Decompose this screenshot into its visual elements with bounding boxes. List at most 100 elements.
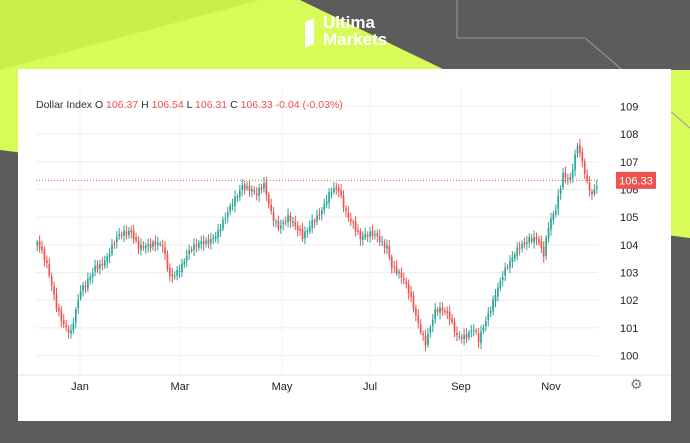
legend-low: 106.31 <box>195 99 228 111</box>
candle-body <box>501 276 504 281</box>
candle-body <box>369 231 371 237</box>
candle-body <box>586 175 588 181</box>
candle-body <box>542 246 545 257</box>
candle-body <box>41 246 43 251</box>
candle-body <box>320 210 323 215</box>
candle-body <box>190 249 193 251</box>
candle-body <box>226 212 229 218</box>
candle-body <box>593 189 596 194</box>
candle-body <box>195 244 198 247</box>
legend-close-label: C <box>230 99 238 111</box>
brand-name-line1: Ultima <box>323 13 375 32</box>
candle-body <box>173 275 176 277</box>
candle-body <box>202 241 205 245</box>
candle-body <box>292 221 294 223</box>
candle-body <box>123 230 125 236</box>
candle-body <box>412 295 415 310</box>
candle-body <box>154 241 157 246</box>
x-tick-label: Jan <box>71 381 89 393</box>
candle-body <box>562 173 564 188</box>
time-axis: Jan Mar May Jul Sep Nov <box>18 374 671 393</box>
candle-body <box>405 281 408 285</box>
candle-body <box>147 244 150 247</box>
candle-body <box>569 176 572 181</box>
candle-body <box>185 255 188 261</box>
candle-body <box>159 243 162 245</box>
candle-body <box>345 208 347 211</box>
x-tick-label: Nov <box>541 381 561 393</box>
candle-body <box>152 242 154 247</box>
candle-body <box>113 243 116 245</box>
candle-body <box>451 318 453 323</box>
candle-body <box>364 233 367 238</box>
candle-body <box>383 242 386 248</box>
candle-body <box>135 237 137 241</box>
candle-body <box>526 242 528 244</box>
candle-body <box>212 238 215 240</box>
candle-body <box>489 310 492 313</box>
candle-body <box>313 220 316 223</box>
candle-body <box>330 191 333 194</box>
candle-body <box>43 249 46 261</box>
candle-body <box>328 192 330 203</box>
candle-body <box>547 228 550 239</box>
y-tick-label: 104 <box>620 240 638 252</box>
legend-low-label: L <box>186 99 193 111</box>
candle-body <box>89 276 92 280</box>
candle-body <box>289 215 292 222</box>
candle-body <box>238 190 241 198</box>
candle-body <box>140 244 142 250</box>
y-tick-label: 105 <box>620 212 638 224</box>
candle-body <box>263 183 265 189</box>
x-tick-label: Jul <box>363 381 377 393</box>
candle-body <box>513 254 516 259</box>
candle-body <box>241 185 244 191</box>
candle-body <box>492 299 494 312</box>
candle-body <box>101 263 104 266</box>
candle-body <box>482 327 485 332</box>
candle-body <box>581 152 584 162</box>
candle-body <box>472 329 475 332</box>
candle-body <box>229 205 232 212</box>
candle-body <box>453 321 456 332</box>
x-tick-label: May <box>272 381 293 393</box>
candle-body <box>46 260 48 264</box>
candle-body <box>272 212 275 221</box>
candle-body <box>583 161 586 175</box>
candle-body <box>352 221 355 223</box>
candle-body <box>94 265 96 272</box>
candle-body <box>443 310 446 313</box>
candle-body <box>410 292 412 298</box>
x-tick-label: Mar <box>171 381 190 393</box>
candle-body <box>504 268 506 276</box>
candle-body <box>557 195 560 210</box>
gear-icon[interactable]: ⚙ <box>630 376 643 392</box>
candle-body <box>210 239 212 244</box>
y-tick-label: 108 <box>620 129 638 141</box>
candle-body <box>296 225 299 231</box>
candle-body <box>197 242 200 248</box>
candle-body <box>67 328 70 333</box>
candle-body <box>376 233 379 237</box>
candle-body <box>72 323 75 331</box>
candle-body <box>200 241 203 244</box>
candle-body <box>178 271 181 273</box>
candle-body <box>222 219 224 229</box>
candle-body <box>516 247 519 256</box>
candle-body <box>188 250 191 255</box>
candle-body <box>494 295 497 301</box>
candle-body <box>108 253 111 258</box>
candle-body <box>388 245 391 258</box>
candle-body <box>349 218 352 222</box>
candle-body <box>427 333 429 345</box>
candle-body <box>550 218 552 230</box>
candle-body <box>431 319 434 326</box>
candle-body <box>299 228 301 231</box>
candle-body <box>311 220 314 228</box>
candle-body <box>354 221 357 232</box>
candle-body <box>169 268 171 276</box>
candle-body <box>87 278 89 289</box>
candle-body <box>371 231 374 236</box>
candle-body <box>477 333 480 343</box>
